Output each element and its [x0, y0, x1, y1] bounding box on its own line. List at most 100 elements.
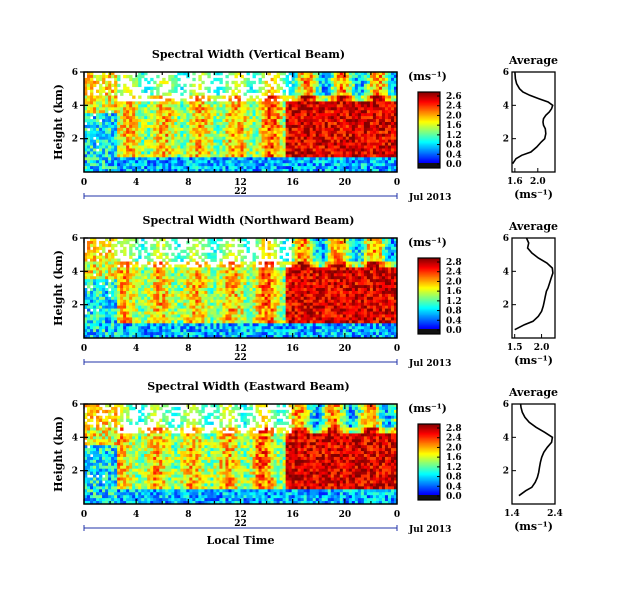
heatmap-cell: [234, 107, 238, 111]
heatmap-cell: [246, 335, 250, 339]
heatmap-cell: [90, 290, 94, 295]
heatmap-cell: [192, 157, 196, 161]
heatmap-cell: [126, 136, 130, 140]
heatmap-cell: [384, 98, 389, 102]
heatmap-cell: [267, 72, 271, 76]
heatmap-cell: [132, 169, 136, 173]
heatmap-cell: [168, 151, 172, 155]
heatmap-cell: [153, 326, 157, 330]
heatmap-cell: [258, 119, 262, 123]
heatmap-cell: [138, 332, 142, 336]
heatmap-cell: [126, 293, 130, 298]
heatmap-cell: [267, 142, 271, 146]
heatmap-cell: [321, 136, 326, 140]
heatmap-cell: [96, 104, 100, 108]
heatmap-cell: [303, 80, 308, 85]
heatmap-cell: [93, 276, 97, 280]
heatmap-cell: [327, 72, 332, 76]
heatmap-cell: [183, 101, 187, 105]
heatmap-cell: [90, 157, 94, 161]
heatmap-cell: [198, 293, 202, 298]
heatmap-cell: [135, 299, 139, 304]
heatmap-cell: [252, 163, 256, 167]
heatmap-cell: [120, 311, 124, 315]
heatmap-cell: [345, 107, 350, 111]
heatmap-cell: [135, 264, 139, 268]
heatmap-cell: [240, 116, 244, 120]
heatmap-cell: [345, 113, 350, 117]
heatmap-cell: [138, 329, 142, 333]
heatmap-cell: [126, 142, 130, 146]
heatmap-cell: [219, 104, 223, 108]
heatmap-cell: [204, 136, 208, 140]
heatmap-cell: [390, 72, 395, 76]
heatmap-cell: [87, 83, 91, 88]
heatmap-cell: [171, 288, 175, 292]
heatmap-cell: [234, 113, 238, 117]
heatmap-cell: [135, 276, 139, 280]
heatmap-cell: [276, 101, 280, 105]
heatmap-cell: [255, 293, 259, 298]
heatmap-cell: [96, 332, 100, 336]
colorbar-tick-label: 1.6: [446, 121, 462, 131]
heatmap-cell: [180, 130, 184, 135]
heatmap-cell: [150, 258, 154, 262]
heatmap-cell: [300, 86, 305, 90]
heatmap-cell: [189, 279, 193, 283]
heatmap-cell: [354, 169, 359, 173]
heatmap-cell: [297, 166, 302, 170]
heatmap-cell: [345, 139, 350, 143]
heatmap-cell: [153, 285, 157, 289]
heatmap-cell: [153, 80, 157, 85]
heatmap-cell: [351, 95, 356, 99]
heatmap-cell: [354, 98, 359, 102]
heatmap-cell: [336, 136, 341, 140]
heatmap-cell: [204, 133, 208, 138]
heatmap-cell: [99, 113, 103, 117]
heatmap-cell: [201, 243, 205, 248]
heatmap-cell: [87, 267, 91, 271]
heatmap-cell: [192, 145, 196, 149]
heatmap-cell: [123, 311, 127, 315]
heatmap-cell: [372, 157, 377, 161]
heatmap-cell: [174, 305, 178, 309]
heatmap-cell: [132, 104, 136, 108]
heatmap-cell: [339, 74, 344, 79]
heatmap-cell: [318, 151, 323, 155]
heatmap-cell: [120, 145, 124, 149]
heatmap-cell: [210, 282, 214, 286]
heatmap-cell: [162, 279, 166, 283]
heatmap-cell: [204, 311, 208, 315]
heatmap-cell: [150, 142, 154, 146]
heatmap-cell: [105, 92, 109, 96]
heatmap-cell: [258, 113, 262, 117]
heatmap-cell: [189, 320, 193, 324]
heatmap-cell: [381, 107, 386, 111]
heatmap-cell: [99, 110, 103, 114]
heatmap-cell: [84, 320, 88, 324]
heatmap-cell: [234, 80, 238, 85]
heatmap-cell: [99, 267, 103, 271]
heatmap-cell: [207, 320, 211, 324]
heatmap-cell: [234, 332, 238, 336]
heatmap-cell: [219, 95, 223, 99]
heatmap-cell: [231, 314, 235, 318]
heatmap-cell: [150, 151, 154, 155]
heatmap-cell: [216, 264, 220, 268]
heatmap-cell: [234, 166, 238, 170]
heatmap-cell: [303, 107, 308, 111]
heatmap-cell: [330, 95, 335, 99]
heatmap-cell: [144, 290, 148, 295]
heatmap-cell: [309, 139, 314, 143]
heatmap-cell: [168, 127, 172, 132]
heatmap-cell: [201, 317, 205, 321]
heatmap-cell: [330, 154, 335, 158]
heatmap-cell: [99, 285, 103, 289]
heatmap-cell: [114, 279, 118, 283]
heatmap-cell: [159, 255, 163, 259]
heatmap-cell: [132, 258, 136, 262]
heatmap-cell: [186, 104, 190, 108]
heatmap-cell: [204, 296, 208, 301]
heatmap-cell: [387, 113, 392, 117]
heatmap-cell: [171, 285, 175, 289]
